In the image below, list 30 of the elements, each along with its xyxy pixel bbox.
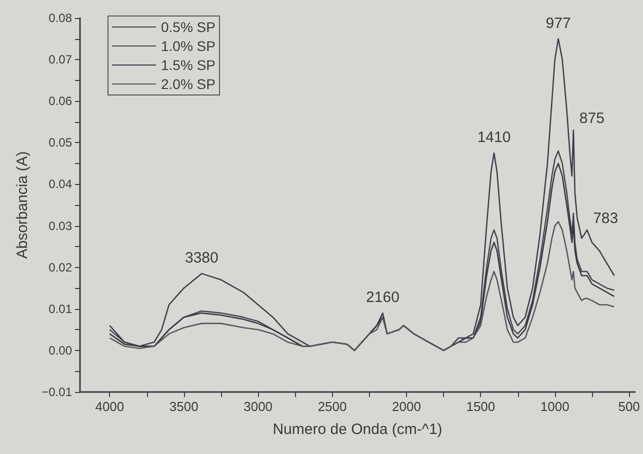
x-tick-label: 3500 — [169, 399, 198, 414]
annotation: 3380 — [184, 250, 218, 267]
annotation: 1410 — [477, 129, 511, 146]
y-tick-label: 0.02 — [48, 260, 72, 274]
x-tick-label: 4000 — [95, 399, 124, 414]
y-tick-label: 0.03 — [48, 218, 72, 233]
y-tick-label: −0.01 — [42, 385, 72, 399]
legend-label: 1.0% SP — [161, 38, 216, 54]
annotation: 875 — [579, 110, 604, 128]
legend-label: 0.5% SP — [161, 19, 216, 35]
y-tick-label: 0.05 — [48, 136, 72, 150]
x-tick-label: 2000 — [392, 399, 421, 414]
x-tick-label: 1000 — [540, 399, 570, 414]
y-tick-label: 0.08 — [48, 11, 72, 25]
annotation: 977 — [546, 14, 571, 32]
x-axis-title: Numero de Onda (cm-^1) — [272, 421, 442, 438]
x-tick-label: 3000 — [244, 399, 273, 414]
legend-label: 2.0% SP — [161, 76, 216, 92]
x-tick-label: 2500 — [318, 399, 347, 414]
annotation: 783 — [593, 210, 618, 227]
y-axis-title: Absorbancia (A) — [14, 151, 31, 259]
y-tick-label: 0.01 — [48, 302, 72, 316]
x-tick-label: 500 — [618, 399, 640, 414]
y-tick-label: 0.06 — [48, 94, 72, 108]
annotation: 2160 — [366, 289, 400, 306]
y-tick-label: 0.07 — [48, 52, 72, 67]
legend-label: 1.5% SP — [161, 57, 216, 73]
y-tick-label: 0.00 — [48, 343, 72, 358]
y-tick-label: 0.04 — [48, 177, 72, 192]
x-tick-label: 1500 — [466, 399, 496, 414]
